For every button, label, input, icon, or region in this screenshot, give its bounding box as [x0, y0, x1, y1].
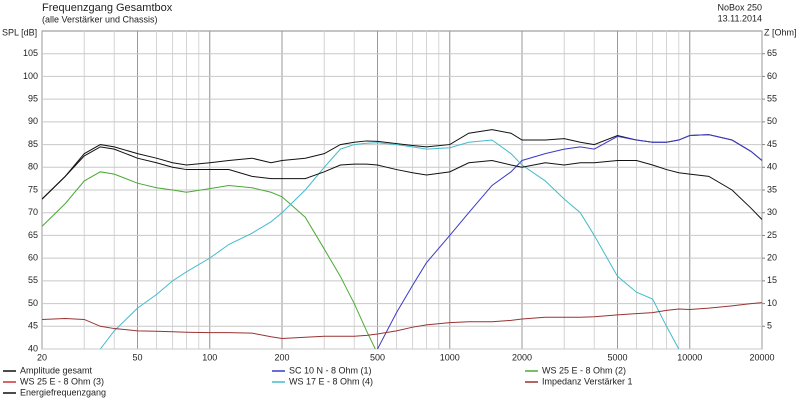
y2-tick-label: 45: [767, 139, 777, 149]
y-tick-label: 105: [23, 48, 38, 58]
y2-tick-label: 65: [767, 48, 777, 58]
y2-axis-label: Z [Ohm]: [764, 27, 797, 37]
labels: 20 50 100 200 500 1000 2000 5000 10000 20000 40 45 5…: [3, 48, 777, 397]
y2-tick-label: 20: [767, 253, 777, 263]
y-tick-label: 45: [28, 321, 38, 331]
project-name: NoBox 250: [717, 2, 762, 12]
y2-tick-label: 50: [767, 116, 777, 126]
y-tick-label: 100: [23, 71, 38, 81]
y2-tick-label: 55: [767, 94, 777, 104]
series-line: [42, 302, 762, 340]
y2-tick-label: 25: [767, 230, 777, 240]
x-tick-label: 2000: [512, 352, 532, 362]
chart-title: Frequenzgang Gesamtbox: [42, 2, 173, 14]
y-axis-label: SPL [dB]: [2, 27, 37, 37]
y-tick-label: 80: [28, 162, 38, 172]
y-tick-label: 60: [28, 253, 38, 263]
y-tick-label: 65: [28, 230, 38, 240]
series-line: [42, 171, 376, 349]
y2-tick-label: 40: [767, 162, 777, 172]
y2-tick-label: 10: [767, 298, 777, 308]
y-tick-label: 40: [28, 343, 38, 353]
legend-label: SC 10 N - 8 Ohm (1): [289, 365, 372, 375]
y-tick-label: 85: [28, 139, 38, 149]
legend-label: WS 25 E - 8 Ohm (3): [20, 376, 104, 386]
y-tick-label: 55: [28, 275, 38, 285]
y-tick-label: 75: [28, 184, 38, 194]
series-line: [99, 139, 680, 349]
lines: [42, 129, 762, 349]
x-tick-label: 500: [370, 352, 385, 362]
legend-label: WS 25 E - 8 Ohm (2): [542, 365, 626, 375]
y2-tick-label: 5: [767, 321, 772, 331]
chart-subtitle: (alle Verstärker und Chassis): [42, 14, 158, 24]
x-tick-label: 10000: [677, 352, 702, 362]
series-line: [42, 146, 762, 220]
y-tick-label: 90: [28, 116, 38, 126]
legend-label: WS 17 E - 8 Ohm (4): [289, 376, 373, 386]
grid: [41, 31, 763, 350]
date: 13.11.2014: [718, 13, 762, 23]
y-tick-label: 95: [28, 94, 38, 104]
legend-label: Amplitude gesamt: [20, 365, 93, 375]
x-tick-label: 20000: [749, 352, 774, 362]
legend-label: Impedanz Verstärker 1: [542, 376, 633, 386]
x-tick-label: 1000: [440, 352, 460, 362]
y2-tick-label: 15: [767, 275, 777, 285]
x-tick-label: 200: [274, 352, 289, 362]
y2-tick-label: 35: [767, 184, 777, 194]
legend-label: Energiefrequenzgang: [20, 387, 106, 397]
series-line: [377, 134, 762, 349]
y2-tick-label: 60: [767, 71, 777, 81]
y-tick-label: 50: [28, 298, 38, 308]
x-tick-label: 5000: [607, 352, 627, 362]
x-tick-label: 50: [132, 352, 142, 362]
x-tick-label: 100: [202, 352, 217, 362]
y2-tick-label: 30: [767, 207, 777, 217]
x-tick-label: 20: [37, 352, 47, 362]
y-tick-label: 70: [28, 207, 38, 217]
